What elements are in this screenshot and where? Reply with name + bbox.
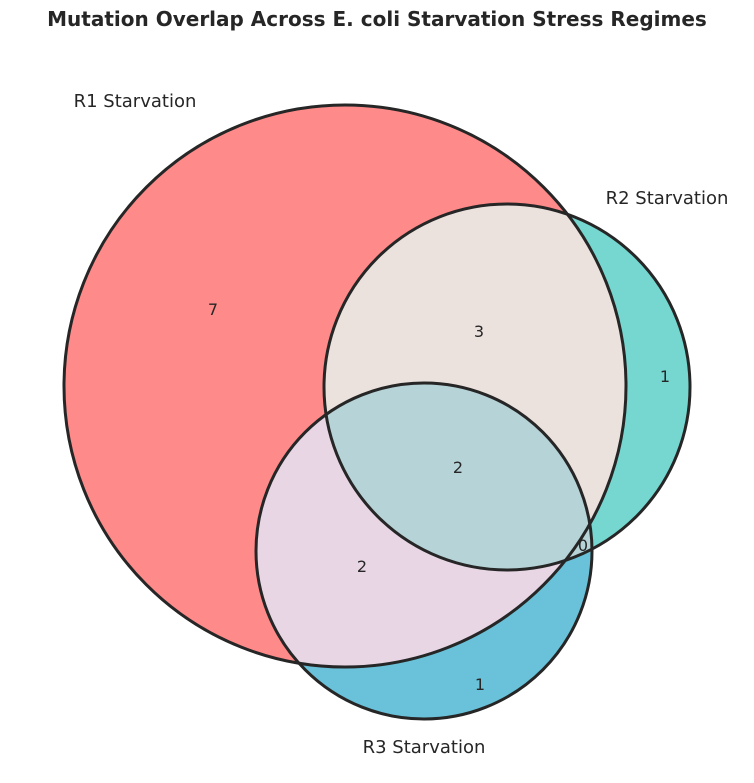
set-r2-outline bbox=[322, 202, 692, 572]
set-r3-label: R3 Starvation bbox=[363, 737, 486, 758]
set-r1-label: R1 Starvation bbox=[74, 91, 197, 112]
region-r3-only-count: 1 bbox=[475, 675, 485, 694]
set-r1-outline bbox=[62, 103, 628, 669]
region-r1-r2-count: 3 bbox=[474, 322, 484, 341]
region-r1-r3-count: 2 bbox=[357, 557, 367, 576]
region-r2-r3-count: 0 bbox=[578, 536, 588, 555]
set-r3-outline bbox=[254, 381, 594, 721]
region-r1-r2-r3-count: 2 bbox=[453, 458, 463, 477]
region-r2-only-count: 1 bbox=[660, 367, 670, 386]
region-r1-only-count: 7 bbox=[208, 300, 218, 319]
chart-title: Mutation Overlap Across E. coli Starvati… bbox=[47, 7, 707, 31]
set-r2-label: R2 Starvation bbox=[606, 188, 729, 209]
